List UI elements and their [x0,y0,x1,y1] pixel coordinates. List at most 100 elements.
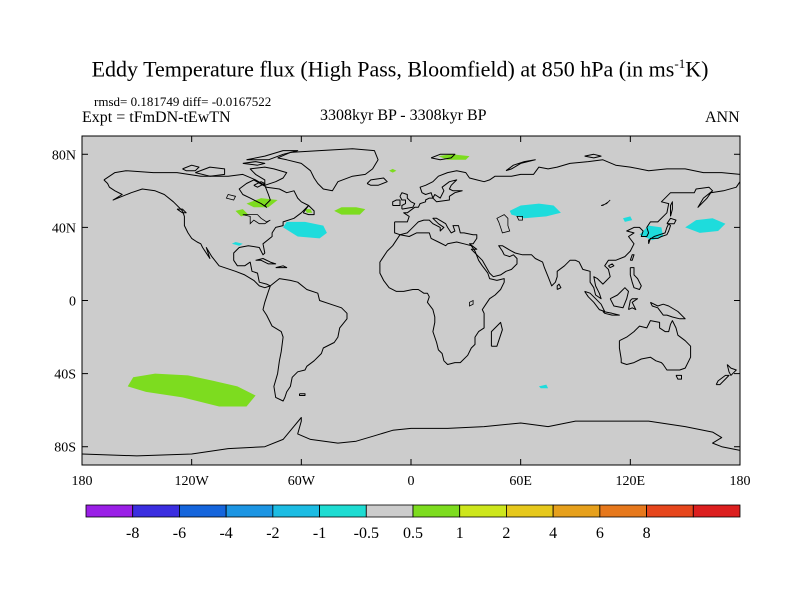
coastline-newfoundland [302,205,315,216]
colorbar-swatch [599,504,647,518]
coastline-tasmania [675,374,682,380]
lake-lake-victoria [469,299,474,307]
coastline-sri-lanka [556,283,562,290]
coastline-new-zealand-north [726,364,737,376]
coastline-cuba [255,258,277,265]
colorbar-swatch [365,504,414,518]
colorbar-label: -8 [126,525,139,542]
coastline-sulawesi [628,298,639,311]
lat-tick-label: 40N [52,221,76,236]
lake-caspian-sea [496,214,511,234]
lon-tick-label: 180 [72,474,93,489]
lake-aral-sea [516,215,523,221]
coastline-sakhalin [670,201,673,217]
coastline-sumatra [584,290,606,312]
anomaly-barents-positive-small [389,168,397,173]
colorbar-swatch [132,504,180,518]
coastline-layer [81,148,741,457]
coastline-australia [618,320,692,371]
season-label: ANN [705,109,740,126]
lon-tick-label: 120E [616,474,646,489]
anomaly-nw-atlantic-negative-small [231,242,243,246]
anomaly-nw-pacific-negative [685,218,726,233]
coastline-philippines [629,267,642,290]
colorbar: -8 -6 -4 -2 -1 -0.5 0.5 1 2 4 6 8 [85,504,741,542]
coastline-falklands [299,393,306,396]
coastline-baffin-island [249,166,288,186]
anomaly-n-atlantic-negative [283,221,327,239]
colorbar-swatch [506,504,554,518]
coastline-southampton-island [253,181,266,188]
colorbar-label: -6 [173,525,186,542]
colorbar-label: 4 [549,525,557,542]
colorbar-label: 6 [596,525,604,542]
coastline-hainan [608,263,615,269]
lat-tick-label: 0 [69,295,76,310]
experiment-label: Expt = tFmDN-tEwTN [82,109,231,126]
colorbar-swatch [272,504,320,518]
lat-tick-label: 80S [54,441,76,456]
colorbar-label: -4 [219,525,232,542]
colorbar-label: 8 [643,525,651,542]
coastline-great-britain [399,192,416,210]
coastline-africa [379,232,505,365]
coastline-north-america [103,170,310,289]
colorbar-label: -0.5 [354,525,379,542]
lon-tick-label: 0 [408,474,415,489]
coastline-severnaya-zemlya [584,153,602,159]
coastline-ireland [392,199,401,206]
coastline-baltic-scandinavia [432,179,463,203]
lake-hudson-bay-lakes [225,194,237,201]
colorbar-label: -2 [266,525,279,542]
colorbar-label: -1 [313,525,326,542]
coastline-madagascar [490,321,503,347]
anomaly-newfoundland-positive [305,209,313,213]
coastline-greenland [277,148,379,192]
figure-title: Eddy Temperature flux (High Pass, Bloomf… [91,56,709,82]
lon-tick-label: 180 [730,474,751,489]
coastline-svalbard [430,153,456,161]
axis-ticks: 80N 40N 0 40S 80S 180 120W 60W 0 60E 120E 180 [52,136,751,489]
lat-tick-label: 80N [52,148,76,163]
coastline-taiwan [629,254,635,261]
colorbar-swatch [412,504,461,518]
coastline-iceland [366,177,388,186]
colorbar-swatch [319,504,367,518]
colorbar-label: 0.5 [403,525,423,542]
colorbar-swatch [552,504,601,518]
coastline-hokkaido [666,217,677,225]
lake-great-lakes [242,214,271,225]
lake-lake-baikal [600,199,611,206]
colorbar-swatch [459,504,507,518]
coastline-vancouver-island [176,208,187,214]
colorbar-label: 1 [456,525,464,542]
anomaly-east-china-negative-small [623,216,633,222]
anomaly-s-pacific-positive [127,373,256,407]
coastline-new-guinea [649,301,686,320]
map-background [82,136,740,465]
coastline-hispaniola [275,265,288,269]
colorbar-label: 2 [502,525,510,542]
coastline-ellesmere-island [246,150,299,161]
coastline-novaya-zemlya [505,159,536,172]
coastline-devon-island [242,161,266,166]
colorbar-swatch [692,504,741,518]
coastline-victoria-island [195,166,226,177]
lat-tick-label: 40S [54,368,76,383]
colorbar-swatch [225,504,274,518]
anomaly-mid-atlantic-positive [334,207,366,215]
coastline-new-zealand-south [715,374,730,386]
lon-tick-label: 120W [175,474,210,489]
anomaly-s-indian-negative-small [538,384,549,389]
anomaly-central-asia-negative [509,203,561,219]
coastline-borneo [609,287,629,309]
lon-tick-label: 60E [509,474,532,489]
lon-tick-label: 60W [288,474,316,489]
coastline-banks-island [182,164,200,172]
coastline-south-america [262,278,348,402]
coastline-java [602,311,620,316]
coastline-antarctica [81,417,741,457]
colorbar-swatch [179,504,227,518]
coastline-eurasia [394,159,741,300]
